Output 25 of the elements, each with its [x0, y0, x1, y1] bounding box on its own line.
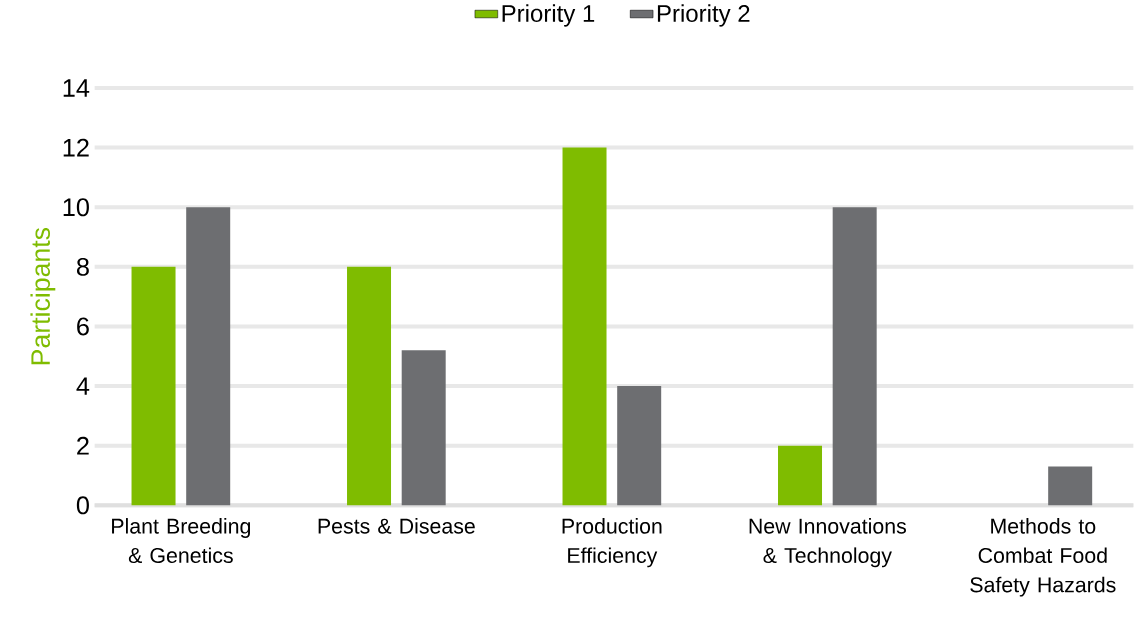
- x-tick-label: Production Efficiency: [562, 518, 662, 568]
- bar: [401, 350, 446, 506]
- y-axis-title: Participants: [30, 227, 56, 365]
- x-tick-label: Methods to Combat Food Safety Hazards: [970, 518, 1116, 597]
- x-tick-label: Plant Breeding & Genetics: [112, 518, 251, 564]
- x-tick-label: Pests & Disease: [318, 518, 475, 534]
- bar: [617, 386, 662, 506]
- y-tick-label: 10: [63, 198, 89, 217]
- bar: [131, 266, 176, 506]
- y-tick-label: 6: [77, 317, 89, 336]
- bar: [562, 147, 607, 506]
- y-tick-label: 12: [63, 138, 89, 157]
- y-tick-label: 0: [76, 496, 89, 515]
- bar: [1048, 466, 1093, 506]
- y-tick-label: 4: [76, 377, 90, 395]
- bar: [778, 445, 823, 506]
- bar: [347, 266, 392, 506]
- legend-label: Priority 1: [502, 4, 595, 27]
- legend-label: Priority 2: [657, 4, 750, 27]
- y-tick-label: 8: [76, 257, 89, 276]
- y-tick-label: 14: [63, 79, 90, 97]
- x-tick-label: New Innovations & Technology: [749, 518, 906, 568]
- y-tick-label: 2: [77, 436, 89, 455]
- bar: [186, 207, 231, 506]
- bar: [832, 207, 877, 506]
